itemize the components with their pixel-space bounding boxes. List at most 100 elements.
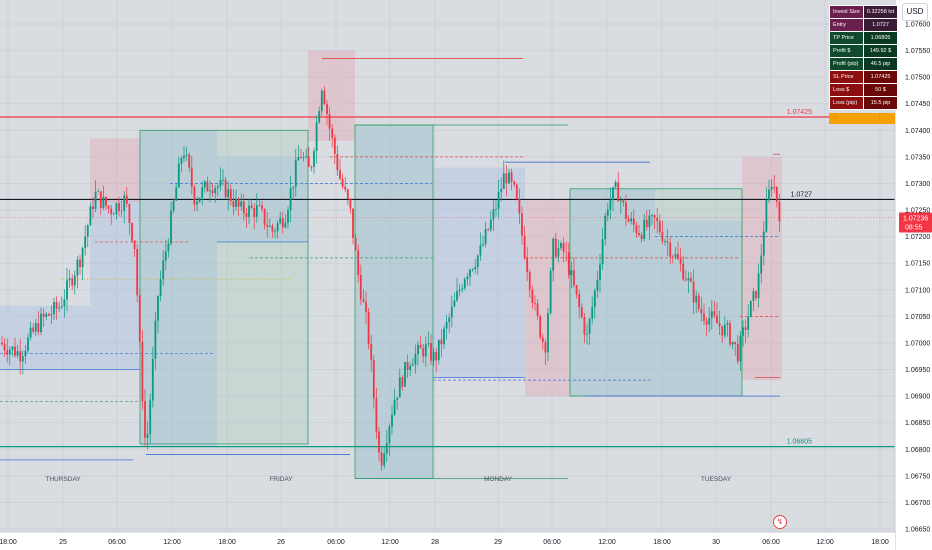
candle-body-800: [79, 259, 81, 268]
candle-body-5090: [508, 172, 510, 184]
info-row-value: 149.92 $: [862, 44, 899, 58]
candle-body-3088: [307, 156, 310, 167]
candle-body-2334: [232, 201, 235, 208]
y-tick-label-9: 1.07150: [905, 261, 930, 268]
alert-icon[interactable]: ↯: [773, 515, 787, 529]
candle-body-4284: [427, 343, 430, 345]
candle-body-5064: [505, 173, 508, 184]
candle-body-1008: [99, 191, 102, 209]
candle-body-6026: [601, 239, 604, 265]
y-tick-label-19: 1.06650: [905, 527, 930, 534]
candle-body-904: [89, 206, 92, 226]
candle-body-1424: [141, 341, 144, 402]
x-tick-label-2: 06:00: [108, 539, 126, 546]
warning-dot-right-icon: :: [879, 115, 881, 121]
candle-body-7742: [773, 186, 776, 188]
candle-body-4492: [448, 317, 451, 323]
candle-body-774: [76, 259, 79, 276]
candle-body-2152: [214, 188, 217, 194]
candle-body-7170: [716, 315, 718, 324]
candle-body-6130: [612, 187, 614, 200]
candle-body-5922: [591, 307, 594, 319]
candle-body-7352: [734, 341, 737, 344]
candle-body-6416: [640, 234, 643, 239]
candle-body-4154: [414, 353, 417, 365]
candle-body-7794: [778, 201, 781, 222]
candle-body-2802: [279, 218, 282, 224]
y-tick-label-18: 1.06700: [905, 500, 930, 507]
candle-body-6624: [661, 231, 664, 242]
candle-body-228: [21, 356, 24, 362]
candle-body-4258: [424, 344, 427, 357]
candle-body-3634: [362, 299, 365, 302]
candle-body-2776: [276, 223, 279, 232]
candle-body-2672: [266, 224, 269, 227]
candle-body-6988: [697, 295, 700, 309]
time-axis-bg: [0, 532, 895, 550]
key-level-label-0: 1.07425: [787, 109, 812, 116]
candle-body-1762: [175, 187, 178, 201]
x-tick-label-13: 30: [712, 539, 720, 546]
x-tick-label-14: 06:00: [762, 539, 780, 546]
candle-body-1684: [167, 243, 170, 252]
candle-body-202: [19, 351, 22, 362]
candle-body-3556: [354, 237, 357, 251]
currency-button[interactable]: USD: [902, 3, 928, 21]
candle-body-124: [11, 346, 14, 350]
candle-body-2490: [248, 205, 250, 218]
candle-body-1372: [136, 248, 139, 296]
candle-body-3712: [370, 344, 373, 361]
candle-body-5896: [588, 318, 591, 334]
info-row-label: Loss $: [829, 83, 864, 97]
candle-body-1788: [177, 163, 180, 188]
candle-body-7456: [744, 327, 747, 330]
candle-body-150: [14, 346, 16, 356]
candle-body-4128: [411, 364, 414, 366]
candle-body-5558: [554, 238, 557, 257]
candle-body-3478: [346, 189, 349, 199]
candle-body-6208: [619, 200, 622, 202]
plot-background: [0, 0, 895, 532]
candle-body-5220: [521, 213, 523, 236]
warning-dots-left-icon: : :: [833, 115, 838, 121]
candle-body-2568: [255, 205, 258, 217]
candle-body-7638: [762, 231, 765, 256]
candle-body-1398: [138, 295, 141, 342]
candle-body-4180: [417, 344, 419, 354]
candle-body-5792: [578, 294, 581, 308]
candle-body-3348: [333, 137, 336, 154]
candle-body-1268: [125, 195, 128, 204]
candle-body-5168: [515, 184, 518, 200]
candle-body-1086: [107, 205, 110, 209]
candle-body-5298: [528, 272, 531, 290]
profit-zone-6: [355, 125, 433, 479]
candle-body-4544: [453, 300, 456, 307]
candle-body-7690: [768, 189, 770, 201]
candle-body-3894: [388, 426, 391, 444]
candle-body-3868: [385, 443, 388, 454]
candle-body-4622: [461, 288, 464, 290]
x-tick-label-5: 26: [277, 539, 285, 546]
candle-body-6338: [632, 218, 635, 226]
candle-body-6312: [630, 218, 633, 222]
candle-body-3114: [310, 166, 313, 168]
candle-body-6962: [695, 295, 698, 303]
candle-body-5246: [523, 235, 526, 258]
candle-body-2932: [292, 186, 295, 189]
info-row: Loss $50 $: [829, 83, 899, 97]
position-info-table: Invest Size 0.32258 lot Entry 1.0727 TP Pric…: [829, 5, 899, 110]
price-axis-bg: [895, 0, 932, 550]
candle-body-7586: [757, 273, 760, 299]
candle-body-46: [3, 344, 6, 351]
day-label-0: THURSDAY: [45, 476, 81, 483]
x-tick-label-4: 18:00: [218, 539, 236, 546]
candle-body-2048: [203, 181, 206, 188]
candle-body-4362: [435, 351, 438, 361]
candle-body-4050: [404, 362, 406, 387]
trade-box-1: [354, 124, 434, 479]
candle-body-6676: [666, 241, 669, 243]
candle-body-3192: [318, 111, 321, 123]
candle-body-7196: [718, 323, 721, 327]
y-tick-label-14: 1.06900: [905, 394, 930, 401]
